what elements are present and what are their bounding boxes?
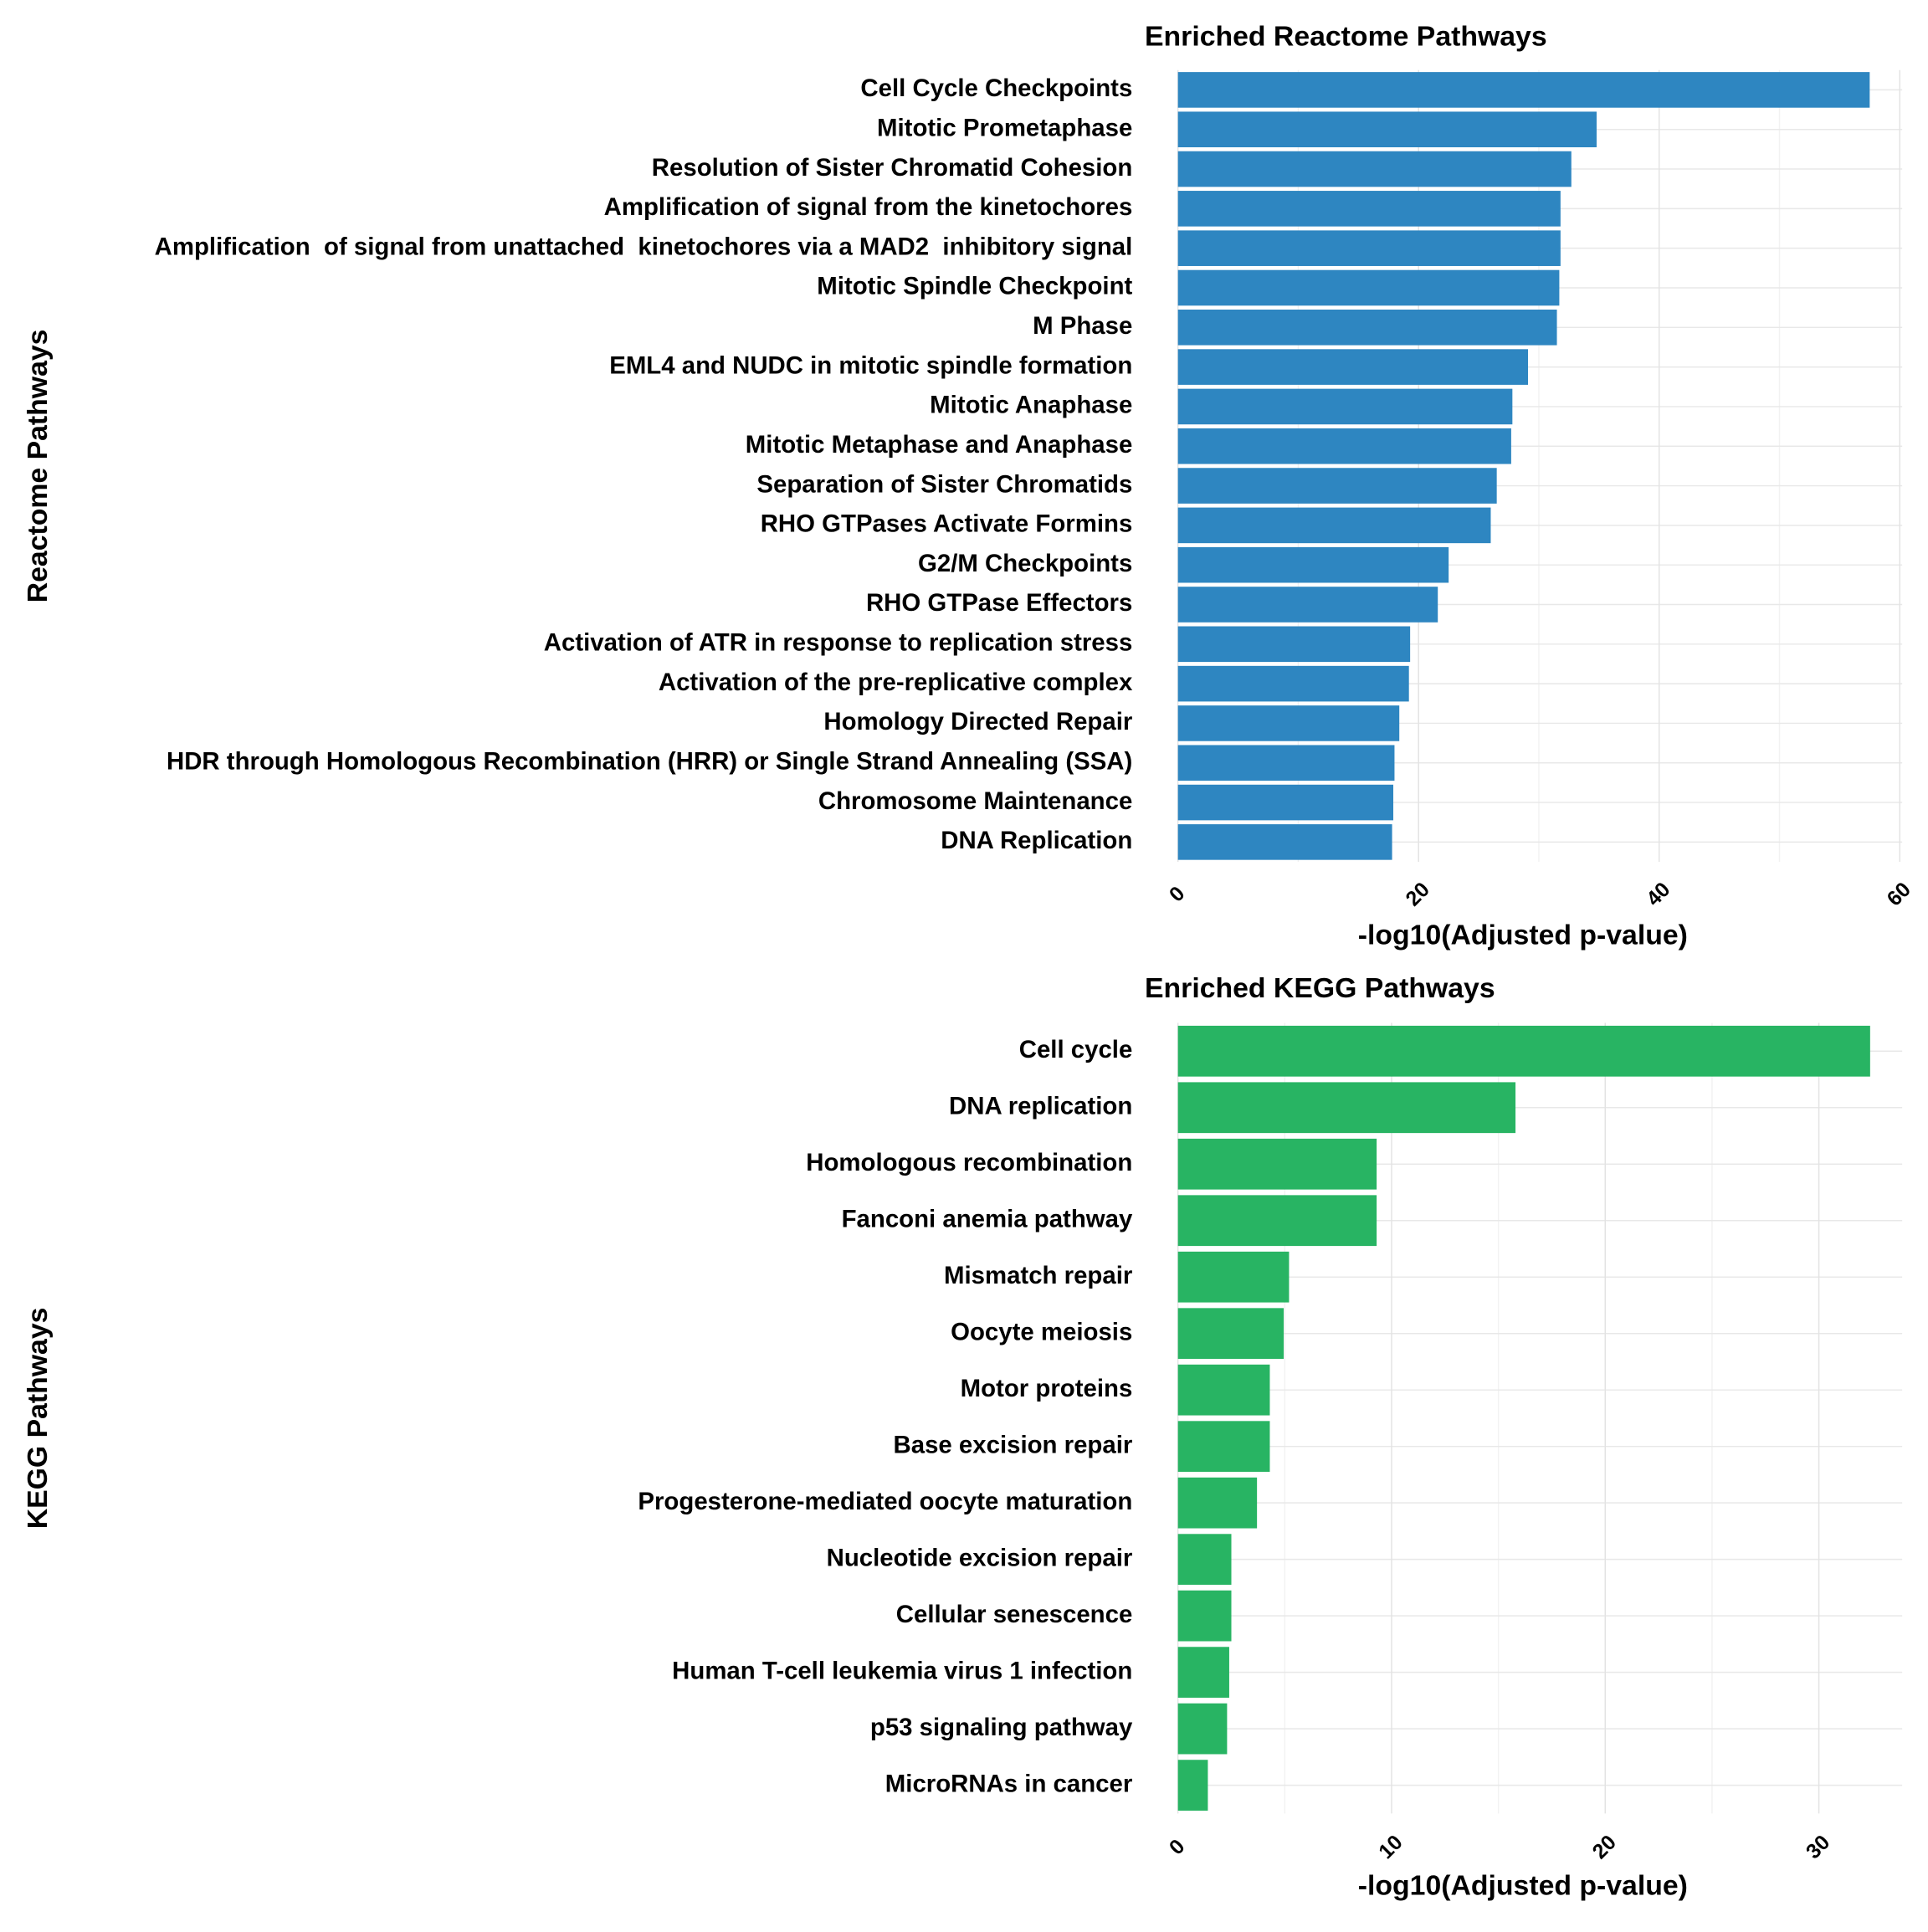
y-tick-label: Cell cycle (1019, 1036, 1133, 1063)
y-tick-label: Mitotic Prometaphase (877, 114, 1132, 141)
y-tick-label: RHO GTPases Activate Formins (761, 510, 1133, 538)
bar (1177, 507, 1491, 544)
y-tick-label: Nucleotide excision repair (827, 1544, 1133, 1571)
y-tick-label: Activation of the pre-replicative comple… (659, 669, 1133, 696)
bar (1177, 1082, 1516, 1134)
y-tick-label: Base excision repair (894, 1431, 1133, 1458)
y-tick-label: Mitotic Metaphase and Anaphase (746, 431, 1132, 459)
y-tick-label: HDR through Homologous Recombination (HR… (167, 748, 1132, 776)
y-tick-label: Amplification of signal from unattached … (155, 233, 1133, 260)
x-tick-label: 60 (1883, 878, 1915, 910)
bar (1177, 824, 1392, 860)
bar (1177, 626, 1411, 663)
bar (1177, 1025, 1870, 1077)
y-tick-label: Amplification of signal from the kinetoc… (604, 193, 1133, 221)
x-tick-label: 20 (1588, 1831, 1621, 1863)
bar (1177, 111, 1597, 148)
y-tick-label: Fanconi anemia pathway (842, 1206, 1133, 1233)
x-axis-label: -log10(Adjusted p-value) (1358, 1869, 1688, 1901)
bar (1177, 230, 1561, 266)
bar (1177, 468, 1497, 504)
bar (1177, 1421, 1270, 1473)
bar (1177, 1195, 1377, 1247)
y-tick-label: Mismatch repair (944, 1262, 1132, 1289)
bar (1177, 428, 1511, 464)
x-tick-label: 0 (1165, 882, 1190, 907)
bar (1177, 388, 1513, 425)
y-tick-label: Human T-cell leukemia virus 1 infection (672, 1657, 1132, 1684)
x-tick-label: 40 (1642, 878, 1674, 910)
bar (1177, 745, 1395, 782)
bar (1177, 349, 1529, 385)
y-tick-label: Chromosome Maintenance (818, 787, 1132, 815)
x-axis-label: -log10(Adjusted p-value) (1358, 920, 1688, 951)
y-tick-label: Homology Directed Repair (823, 708, 1132, 735)
bar (1177, 665, 1409, 702)
y-tick-label: Oocyte meiosis (951, 1318, 1132, 1345)
y-tick-label: RHO GTPase Effectors (866, 589, 1132, 617)
y-axis-label: KEGG Pathways (22, 1308, 54, 1530)
y-tick-label: Cell Cycle Checkpoints (860, 74, 1132, 102)
y-tick-label: p53 signaling pathway (870, 1714, 1133, 1741)
y-tick-label: Activation of ATR in response to replica… (544, 629, 1133, 657)
y-tick-label: Homologous recombination (806, 1149, 1132, 1176)
bar (1177, 310, 1557, 346)
y-tick-label: Separation of Sister Chromatids (756, 470, 1132, 498)
y-tick-label: DNA Replication (941, 827, 1132, 854)
x-tick-label: 20 (1401, 878, 1433, 910)
y-tick-label: EML4 and NUDC in mitotic spindle formati… (609, 351, 1132, 379)
x-tick-label: 30 (1802, 1831, 1834, 1863)
chart-title: Enriched Reactome Pathways (1145, 20, 1547, 52)
bar (1177, 72, 1870, 108)
y-tick-label: Resolution of Sister Chromatid Cohesion (652, 154, 1132, 182)
y-tick-label: Mitotic Anaphase (930, 392, 1132, 419)
bar (1177, 1590, 1232, 1642)
y-tick-label: G2/M Checkpoints (918, 550, 1132, 577)
bar (1177, 1703, 1228, 1755)
y-tick-label: Progesterone-mediated oocyte maturation (638, 1488, 1132, 1515)
bar (1177, 546, 1449, 583)
y-tick-label: DNA replication (949, 1093, 1132, 1120)
y-tick-label: Mitotic Spindle Checkpoint (817, 273, 1132, 300)
y-tick-label: M Phase (1033, 312, 1132, 340)
bar (1177, 1760, 1208, 1811)
y-tick-label: Motor proteins (961, 1375, 1133, 1402)
bar (1177, 1477, 1258, 1529)
bar (1177, 151, 1572, 187)
y-tick-label: MicroRNAs in cancer (885, 1770, 1132, 1797)
x-tick-label: 0 (1165, 1835, 1190, 1860)
y-tick-label: Cellular senescence (896, 1601, 1133, 1628)
bar (1177, 1364, 1270, 1416)
bar (1177, 1647, 1229, 1698)
bar (1177, 1308, 1284, 1360)
chart-title: Enriched KEGG Pathways (1145, 972, 1495, 1004)
bar (1177, 784, 1394, 821)
bar (1177, 1534, 1232, 1586)
y-axis-label: Reactome Pathways (22, 330, 54, 603)
bar (1177, 1138, 1377, 1190)
bar (1177, 587, 1438, 623)
bar (1177, 269, 1560, 306)
x-tick-label: 10 (1374, 1831, 1407, 1863)
bar (1177, 1251, 1290, 1303)
bar (1177, 191, 1561, 227)
bar (1177, 705, 1400, 741)
